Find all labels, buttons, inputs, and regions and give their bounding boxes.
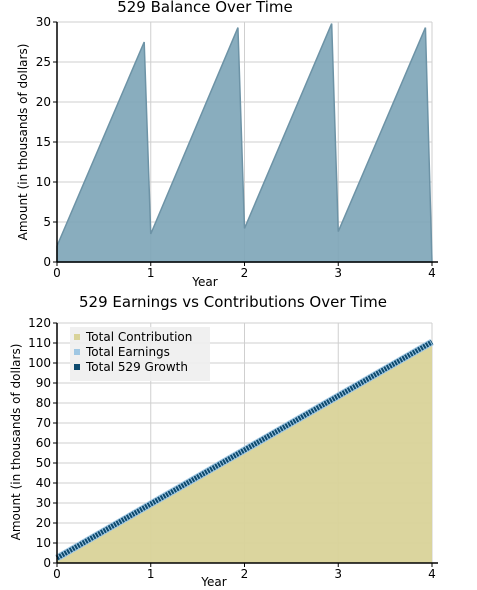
balance-chart-title: 529 Balance Over Time [117,0,293,16]
balance-chart-y-label: Amount (in thousands of dollars) [16,44,30,241]
y-tick-label: 30 [36,15,51,29]
x-tick-label: 4 [428,266,436,280]
y-tick-label: 90 [36,376,51,390]
x-tick-label: 4 [428,567,436,581]
balance-chart-x-label: Year [191,275,217,289]
legend-label: Total Earnings [85,345,170,359]
x-tick-label: 3 [334,567,342,581]
earnings-chart-axes [53,322,438,567]
y-tick-label: 25 [36,55,51,69]
earnings-chart: 529 Earnings vs Contributions Over Time … [9,293,438,589]
x-tick-label: 1 [147,266,155,280]
balance-chart-area [56,23,433,263]
y-tick-label: 120 [28,316,51,330]
y-tick-label: 5 [43,215,51,229]
y-tick-label: 110 [28,336,51,350]
y-tick-label: 0 [43,556,51,570]
earnings-chart-area [55,338,434,563]
legend-swatch [74,364,80,370]
y-tick-label: 15 [36,135,51,149]
y-tick-label: 100 [28,356,51,370]
y-tick-label: 20 [36,95,51,109]
y-tick-label: 60 [36,436,51,450]
total-529-growth-line [55,339,434,561]
balance-chart-x-ticks: 0 1 2 3 4 [53,266,436,280]
earnings-chart-x-ticks: 0 1 2 3 4 [53,567,436,581]
legend-box [70,327,210,381]
y-tick-label: 50 [36,456,51,470]
balance-chart-axes [53,21,438,266]
earnings-chart-x-label: Year [200,575,226,589]
y-tick-label: 30 [36,496,51,510]
legend-label: Total 529 Growth [85,360,188,374]
y-tick-label: 0 [43,255,51,269]
x-tick-label: 1 [147,567,155,581]
legend-swatch [74,349,80,355]
y-tick-label: 70 [36,416,51,430]
y-tick-label: 10 [36,175,51,189]
legend-label: Total Contribution [85,330,192,344]
earnings-chart-y-ticks: 0 10 20 30 40 50 60 70 80 90 100 110 120 [28,316,51,570]
y-tick-label: 40 [36,476,51,490]
balance-chart: 529 Balance Over Time 0 5 10 15 20 25 30 0 1 2 3 4… [16,0,438,289]
balance-chart-y-ticks: 0 5 10 15 20 25 30 [36,15,51,269]
y-tick-label: 80 [36,396,51,410]
x-tick-label: 2 [241,567,249,581]
balance-area-series [56,23,433,263]
x-tick-label: 0 [53,266,61,280]
x-tick-label: 0 [53,567,61,581]
x-tick-label: 3 [334,266,342,280]
x-tick-label: 2 [241,266,249,280]
legend-swatch [74,334,80,340]
y-tick-label: 20 [36,516,51,530]
earnings-chart-title: 529 Earnings vs Contributions Over Time [79,293,387,311]
y-tick-label: 10 [36,536,51,550]
earnings-chart-y-label: Amount (in thousands of dollars) [9,344,23,541]
